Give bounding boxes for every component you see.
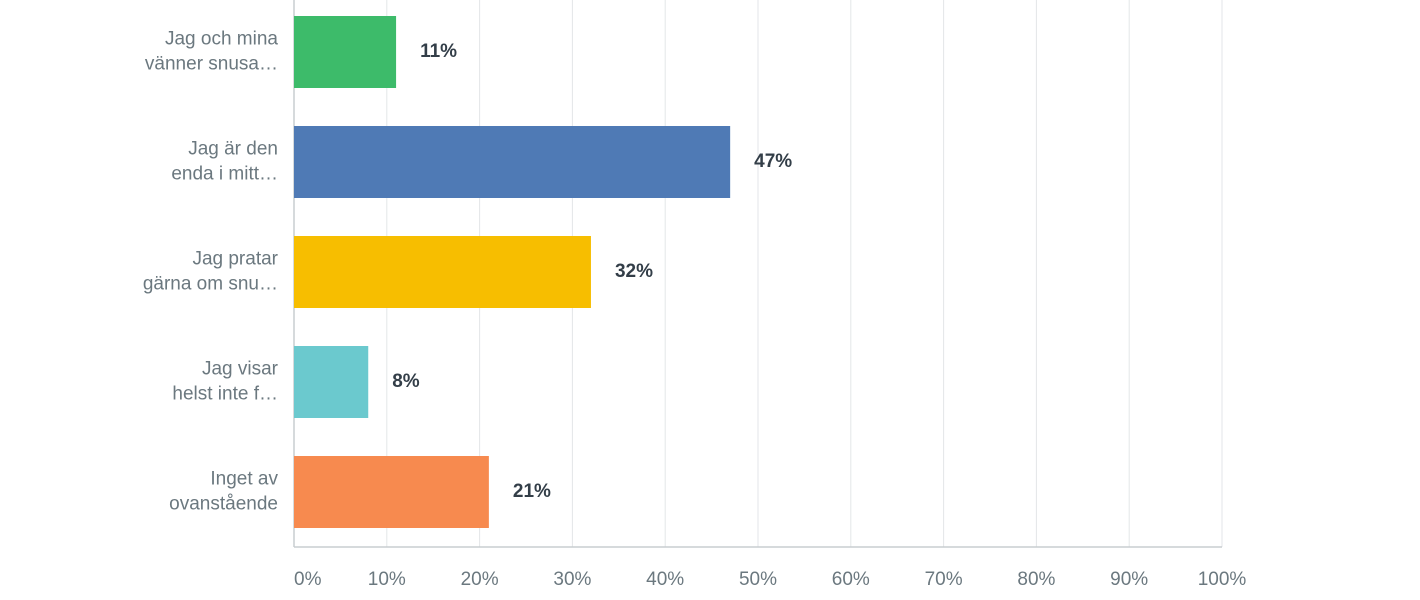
x-tick-label: 80%: [1017, 569, 1055, 590]
x-tick-label: 20%: [461, 569, 499, 590]
bar: [294, 236, 591, 308]
y-tick-label: Jag pratar: [192, 249, 278, 270]
y-tick-label: Jag är den: [188, 139, 278, 160]
y-tick-label: enda i mitt…: [171, 164, 278, 185]
y-tick-label: Jag och mina: [165, 29, 278, 50]
x-tick-label: 60%: [832, 569, 870, 590]
x-tick-label: 90%: [1110, 569, 1148, 590]
bar: [294, 456, 489, 528]
x-tick-label: 40%: [646, 569, 684, 590]
x-tick-label: 100%: [1198, 569, 1247, 590]
bar: [294, 346, 369, 418]
value-label: 21%: [513, 481, 551, 502]
y-tick-label: Jag visar: [202, 359, 279, 380]
bar: [294, 126, 731, 198]
x-tick-label: 30%: [553, 569, 591, 590]
y-tick-label: helst inte f…: [172, 384, 278, 405]
x-tick-label: 0%: [294, 569, 322, 590]
x-tick-label: 70%: [925, 569, 963, 590]
y-tick-label: vänner snusa…: [145, 54, 278, 75]
y-tick-label: gärna om snu…: [143, 274, 278, 295]
bar: [294, 16, 397, 88]
value-label: 32%: [615, 261, 653, 282]
x-tick-label: 10%: [368, 569, 406, 590]
value-label: 11%: [420, 41, 457, 62]
y-tick-label: Inget av: [210, 469, 278, 490]
value-label: 47%: [754, 151, 792, 172]
value-label: 8%: [392, 371, 420, 392]
y-tick-label: ovanstående: [169, 494, 278, 515]
x-tick-label: 50%: [739, 569, 777, 590]
